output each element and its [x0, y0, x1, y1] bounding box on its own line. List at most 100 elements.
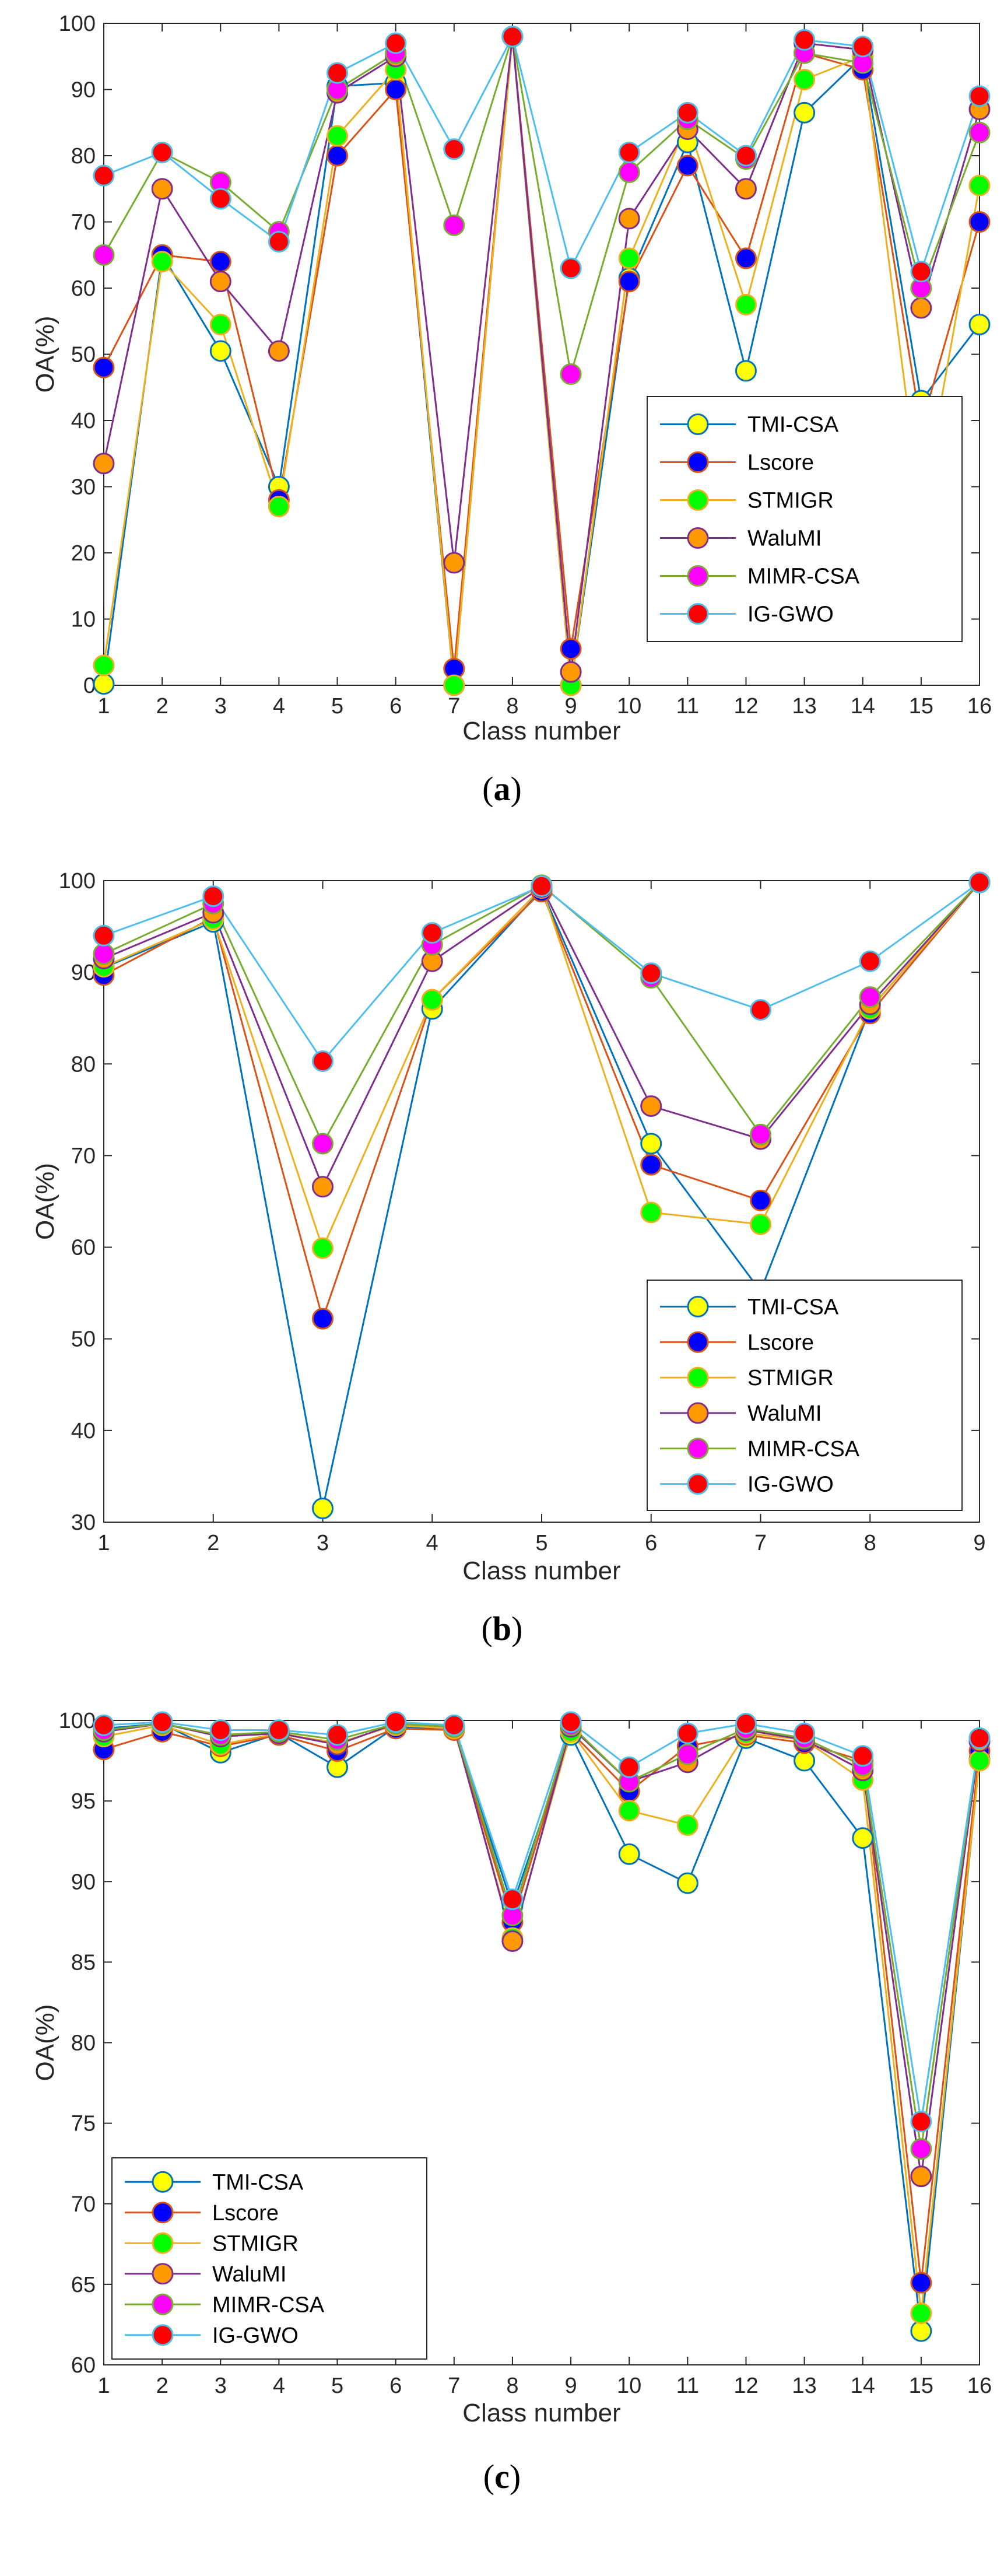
y-axis-title: OA(%): [31, 316, 59, 393]
legend-marker-tmi-csa: [687, 1295, 709, 1317]
data-point: [618, 247, 640, 269]
legend-label-mimr-csa: MIMR-CSA: [212, 2293, 325, 2317]
x-tick-label: 5: [331, 694, 343, 719]
y-tick-label: 70: [71, 2192, 96, 2217]
data-point: [209, 251, 231, 273]
legend-label-stmigr: STMIGR: [212, 2231, 299, 2256]
data-point: [327, 62, 349, 84]
legend-marker-stmigr: [152, 2232, 174, 2254]
y-tick-label: 95: [71, 1789, 96, 1814]
data-point: [327, 1724, 349, 1746]
y-tick-label: 100: [59, 12, 96, 36]
legend-label-lscore: Lscore: [747, 1330, 814, 1355]
data-point: [618, 1843, 640, 1865]
y-axis-title: OA(%): [31, 1163, 59, 1240]
y-tick-label: 90: [71, 78, 96, 103]
data-point: [531, 875, 553, 897]
data-point: [421, 989, 443, 1011]
data-point: [560, 363, 582, 385]
legend-label-ig-gwo: IG-GWO: [212, 2323, 299, 2348]
legend-label-stmigr: STMIGR: [747, 489, 834, 513]
y-tick-label: 30: [71, 1510, 96, 1535]
series-markers-ig-gwo: [93, 1711, 991, 2133]
data-point: [312, 1497, 334, 1519]
legend-marker-tmi-csa: [152, 2171, 174, 2193]
data-point: [618, 271, 640, 293]
data-point: [676, 155, 698, 177]
x-tick-label: 4: [273, 2374, 285, 2398]
panel-label: (b): [482, 1610, 523, 1648]
data-point: [794, 68, 816, 90]
x-tick-label: 10: [617, 694, 641, 719]
data-point: [93, 943, 115, 965]
y-tick-label: 0: [83, 674, 96, 698]
data-point: [676, 1814, 698, 1837]
data-point: [859, 950, 881, 972]
x-tick-label: 3: [317, 1531, 329, 1555]
data-point: [794, 101, 816, 124]
legend-label-tmi-csa: TMI-CSA: [747, 1295, 839, 1319]
y-tick-label: 80: [71, 1052, 96, 1077]
data-point: [968, 313, 991, 335]
data-point: [443, 214, 465, 236]
legend-marker-ig-gwo: [687, 1473, 709, 1495]
legend-marker-walumi: [152, 2263, 174, 2285]
data-point: [794, 29, 816, 51]
y-axis-title: OA(%): [31, 2004, 59, 2081]
data-point: [209, 340, 231, 362]
data-point: [968, 174, 991, 197]
data-point: [968, 1727, 991, 1749]
legend-marker-lscore: [687, 451, 709, 473]
data-point: [93, 924, 115, 947]
x-tick-label: 13: [792, 694, 816, 719]
data-point: [968, 85, 991, 107]
data-point: [676, 101, 698, 124]
data-point: [560, 661, 582, 683]
data-point: [618, 208, 640, 230]
data-point: [312, 1176, 334, 1198]
data-point: [735, 360, 757, 382]
x-axis-title: Class number: [462, 717, 620, 745]
x-tick-label: 5: [331, 2374, 343, 2398]
y-tick-label: 70: [71, 1144, 96, 1168]
x-tick-label: 1: [97, 694, 110, 719]
y-tick-label: 70: [71, 211, 96, 235]
x-tick-label: 12: [733, 2374, 758, 2398]
x-tick-label: 11: [676, 2374, 699, 2398]
y-tick-label: 75: [71, 2112, 96, 2136]
y-tick-label: 10: [71, 608, 96, 632]
y-tick-label: 40: [71, 1419, 96, 1443]
legend-marker-mimr-csa: [687, 1438, 709, 1460]
series-line-lscore: [103, 36, 981, 670]
y-tick-label: 100: [59, 869, 96, 893]
panel-label-letter: a: [494, 770, 511, 808]
data-point: [910, 2111, 932, 2133]
x-tick-label: 12: [733, 694, 758, 719]
data-point: [735, 145, 757, 167]
y-tick-label: 50: [71, 343, 96, 367]
data-point: [385, 79, 407, 100]
x-tick-label: 2: [207, 1531, 219, 1555]
data-point: [640, 962, 662, 984]
data-point: [560, 638, 582, 660]
legend: TMI-CSA Lscore STMIGR WaluMI MIMR-CSA IG-GWO: [647, 396, 963, 642]
data-point: [968, 871, 991, 893]
data-point: [385, 32, 407, 54]
legend-label-lscore: Lscore: [212, 2201, 279, 2225]
x-tick-label: 8: [864, 1531, 876, 1555]
x-tick-label: 16: [967, 694, 992, 719]
y-tick-label: 65: [71, 2273, 96, 2297]
data-point: [910, 261, 932, 283]
data-point: [750, 1213, 771, 1235]
x-tick-label: 2: [156, 694, 168, 719]
panel-label-close: ): [511, 770, 522, 808]
chart-panel-b: 30 40 50 60 70 80 90 100 1 2 3 4 5 6 7 8 9 Class number OA…: [31, 869, 991, 1648]
series-line-ig-gwo: [103, 1721, 981, 2123]
legend-marker-stmigr: [687, 489, 709, 511]
y-tick-label: 30: [71, 475, 96, 500]
legend-label-stmigr: STMIGR: [747, 1366, 834, 1390]
data-point: [93, 356, 115, 378]
series-markers-ig-gwo: [93, 26, 991, 283]
